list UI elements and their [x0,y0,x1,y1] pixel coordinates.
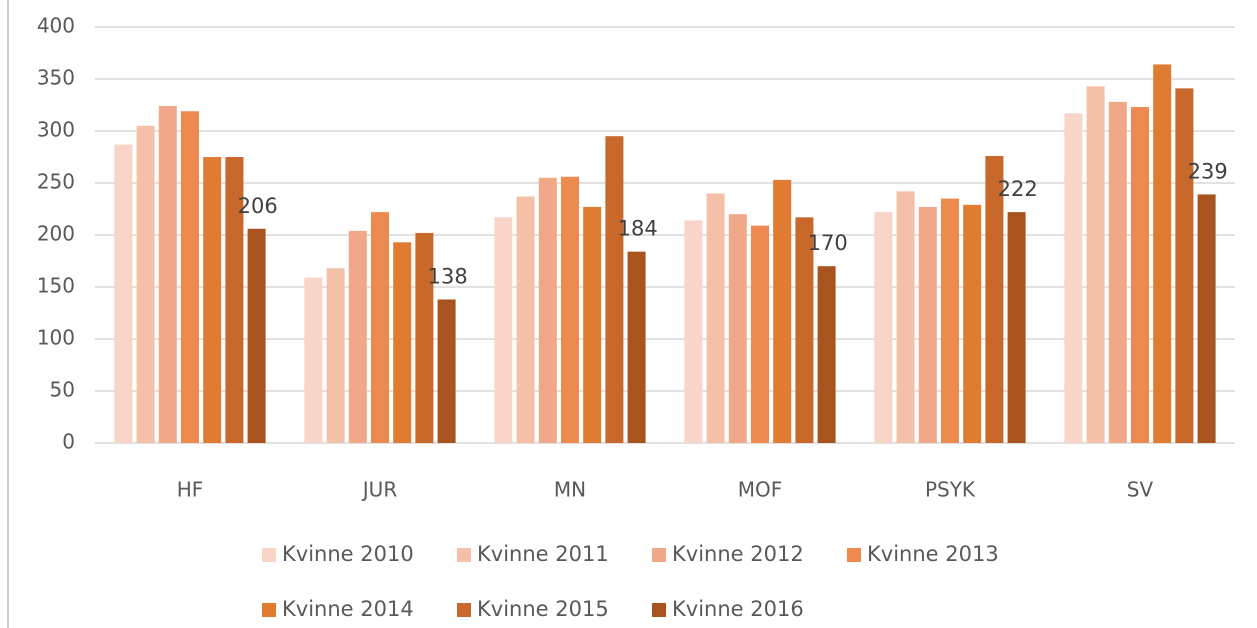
bar [225,157,244,443]
bar [1007,212,1026,443]
legend-label: Kvinne 2016 [672,597,804,621]
bar [795,217,814,443]
bar [181,111,199,444]
legend-label: Kvinne 2013 [867,542,999,566]
x-tick-label: SV [1127,478,1154,502]
legend-label: Kvinne 2012 [672,542,804,566]
y-tick-label: 400 [37,14,75,38]
legend-swatch [652,603,666,617]
y-tick-label: 100 [37,326,75,350]
x-tick-label: PSYK [925,478,976,502]
y-tick-label: 150 [37,274,75,298]
bar [326,268,345,443]
bar [304,277,323,443]
y-tick-label: 300 [37,118,75,142]
bar [706,193,725,443]
data-label: 222 [998,177,1038,201]
bar [1086,86,1105,443]
bar [963,204,982,443]
bar [203,157,222,443]
bar [393,242,412,443]
bar [415,232,434,443]
bar [1153,64,1172,443]
bar [627,251,646,443]
bar [371,212,389,443]
bar [751,225,769,443]
data-label: 239 [1188,159,1228,183]
bar [136,125,155,444]
bar [1108,101,1127,443]
y-tick-label: 0 [62,430,75,454]
legend-swatch [457,603,471,617]
bar [817,266,836,443]
data-label: 206 [238,194,278,218]
y-tick-label: 200 [37,222,75,246]
data-label: 170 [808,231,848,255]
bar [348,230,367,443]
legend-swatch [262,603,276,617]
bar [918,206,937,443]
y-tick-label: 50 [50,378,75,402]
bar [437,299,456,443]
legend-label: Kvinne 2011 [477,542,609,566]
bar [773,179,792,443]
bar [1197,194,1216,443]
legend-swatch [652,548,666,562]
bar [114,144,133,443]
bar [728,214,747,443]
bar [1064,113,1083,443]
legend-swatch [262,548,276,562]
bar [605,136,624,443]
bar [1175,88,1194,444]
bar [516,196,535,443]
bar [538,177,557,444]
bar [158,106,177,443]
legend-swatch [847,548,861,562]
bar [985,155,1004,443]
legend-swatch [457,548,471,562]
bar [583,206,602,443]
x-tick-label: JUR [361,478,398,502]
y-tick-label: 350 [37,66,75,90]
bar [684,220,703,443]
x-tick-label: MN [554,478,586,502]
bar [494,217,513,443]
data-label: 138 [428,264,468,288]
x-tick-label: HF [177,478,204,502]
data-label: 184 [618,217,658,241]
bar [561,176,579,443]
bar [1131,107,1149,443]
legend-label: Kvinne 2014 [282,597,414,621]
bar [247,228,266,443]
bar [896,191,915,443]
legend-label: Kvinne 2010 [282,542,414,566]
bar [941,198,959,443]
legend-label: Kvinne 2015 [477,597,609,621]
x-tick-label: MOF [738,478,783,502]
bar [874,212,893,443]
y-tick-label: 250 [37,170,75,194]
